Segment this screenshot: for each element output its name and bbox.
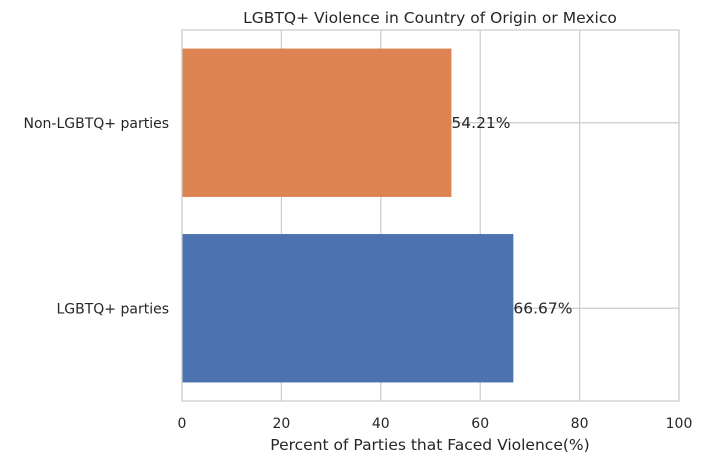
- plot-frame: [181, 29, 680, 402]
- y-tick-label: LGBTQ+ parties: [56, 301, 169, 317]
- x-tick-label: 40: [372, 416, 390, 432]
- chart-title: LGBTQ+ Violence in Country of Origin or …: [243, 9, 617, 27]
- data-label: 54.21%: [451, 114, 510, 132]
- x-tick-label: 60: [471, 416, 489, 432]
- data-label: 66.67%: [513, 299, 572, 317]
- bars: [182, 48, 514, 383]
- x-tick-label: 0: [178, 416, 187, 432]
- x-tick-label: 20: [272, 416, 290, 432]
- bar: [182, 48, 452, 197]
- x-tick-label: 100: [666, 416, 693, 432]
- x-axis-label: Percent of Parties that Faced Violence(%…: [270, 436, 589, 454]
- x-tick-label: 80: [571, 416, 589, 432]
- y-tick-labels: LGBTQ+ parties Non-LGBTQ+ parties: [24, 116, 169, 318]
- y-tick-label: Non-LGBTQ+ parties: [24, 116, 169, 132]
- data-labels: 66.67% 54.21%: [451, 114, 572, 318]
- bar: [182, 234, 514, 383]
- x-tick-labels: 0 20 40 60 80 100: [178, 416, 693, 432]
